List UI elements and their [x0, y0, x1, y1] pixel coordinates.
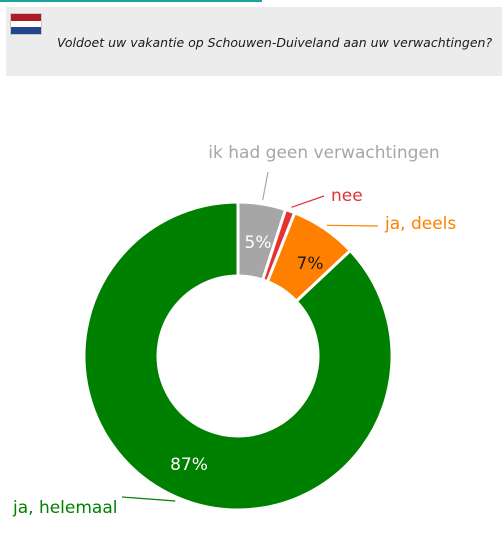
label-leader-lines — [121, 171, 379, 502]
slice-value-ja-deels: 7% — [297, 254, 324, 274]
leader-line-ja-helemaal — [121, 496, 176, 502]
question-text: Voldoet uw vakantie op Schouwen-Duivelan… — [57, 35, 493, 50]
flag-stripe-red — [11, 14, 41, 21]
slice-label-ja-helemaal: ja, helemaal — [12, 498, 117, 518]
donut-slice-ja-helemaal — [82, 200, 394, 512]
leader-line-geen-verwachtingen — [262, 171, 269, 201]
question-header: Voldoet uw vakantie op Schouwen-Duivelan… — [6, 7, 502, 76]
flag-stripe-blue — [11, 27, 41, 34]
donut-slices — [82, 200, 394, 512]
slice-value-ja-helemaal: 87% — [170, 455, 208, 475]
slice-label-nee: nee — [331, 186, 363, 206]
flag-stripe-white — [11, 20, 41, 28]
slice-label-geen-verwachtingen: ik had geen verwachtingen — [208, 143, 439, 163]
slice-value-geen-verwachtingen: 5% — [245, 233, 272, 253]
slice-label-ja-deels: ja, deels — [384, 214, 456, 234]
leader-line-ja-deels — [326, 224, 379, 227]
netherlands-flag-icon — [10, 13, 42, 35]
leader-line-nee — [291, 195, 325, 208]
top-accent-line — [0, 0, 262, 2]
